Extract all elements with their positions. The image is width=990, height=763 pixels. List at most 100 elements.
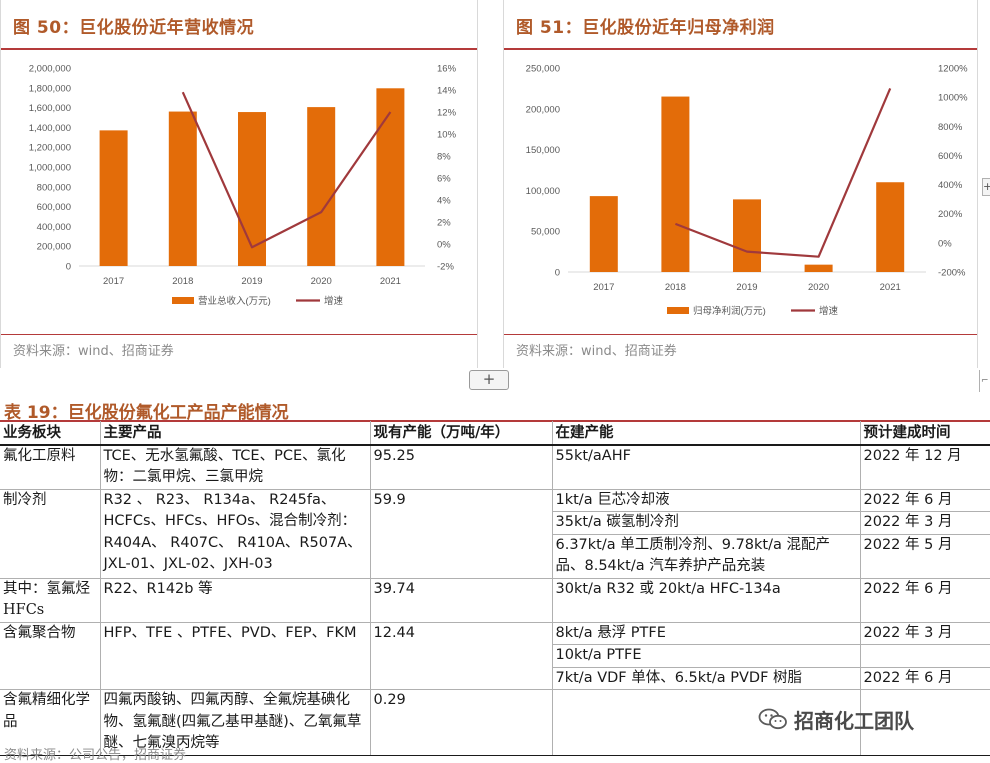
y2-tick-label: 600% xyxy=(938,151,963,162)
y-tick-label: 2,000,000 xyxy=(29,64,71,75)
bar xyxy=(804,264,833,272)
watermark-text: 招商化工团队 xyxy=(794,708,914,733)
side-expand-button[interactable]: + xyxy=(982,178,990,196)
table-row: 氟化工原料 TCE、无水氢氟酸、TCE、PCE、氯化物：二氯甲烷、三氯甲烷 95… xyxy=(0,444,990,490)
figure-50-bottom-rule xyxy=(1,334,477,335)
header-completion: 预计建成时间 xyxy=(859,421,990,446)
x-tick-label: 2017 xyxy=(103,276,124,287)
date-cell: 2022 年 6 月 xyxy=(859,488,990,512)
table-19-source: 资料来源：公司公告，招商证券 xyxy=(4,748,187,763)
x-tick-label: 2019 xyxy=(736,282,757,293)
products-cell: R22、R142b 等 xyxy=(99,577,371,623)
y2-tick-label: 400% xyxy=(938,180,963,191)
figure-51-title: 图 51：巨化股份近年归母净利润 xyxy=(516,18,775,38)
project-cell xyxy=(551,689,861,756)
y2-tick-label: 14% xyxy=(437,86,457,97)
project-cell: 6.37kt/a 单工质制冷剂、9.78kt/a 混配产品、8.54kt/a 汽… xyxy=(552,533,861,579)
project-cell: 8kt/a 悬浮 PTFE xyxy=(551,621,861,645)
figure-50-title: 图 50：巨化股份近年营收情况 xyxy=(13,18,255,38)
capacity-cell: 95.25 xyxy=(369,444,553,490)
y-tick-label: 800,000 xyxy=(37,182,71,193)
y2-tick-label: 1200% xyxy=(938,64,968,75)
figure-50-source: 资料来源：wind、招商证券 xyxy=(13,344,174,359)
y-tick-label: 200,000 xyxy=(37,242,71,253)
y2-tick-label: 0% xyxy=(437,240,451,251)
segment-cell: 含氟精细化学品 xyxy=(0,689,101,756)
figure-50-panel: 图 50：巨化股份近年营收情况 0 200,000 400,000 600,000 80… xyxy=(0,0,478,368)
resize-handle-icon: ⌐ xyxy=(981,376,989,386)
project-cell: 10kt/a PTFE xyxy=(552,644,861,668)
y-tick-label: 1,800,000 xyxy=(29,83,71,94)
capacity-table: 业务板块 主要产品 现有产能（万吨/年） 在建产能 预计建成时间 氟化工原料 T… xyxy=(0,421,990,756)
table-row: 含氟聚合物 HFP、TFE 、PTFE、PVD、FEP、FKM 12.44 8k… xyxy=(0,621,990,690)
y2-tick-label: 16% xyxy=(437,64,457,75)
products-cell: R32 、 R23、 R134a、 R245fa、HCFCs、HFCs、HFOs… xyxy=(99,488,371,579)
y2-tick-label: 6% xyxy=(437,174,451,185)
segment-cell: 氟化工原料 xyxy=(0,444,101,490)
y-tick-label: 400,000 xyxy=(37,222,71,233)
project-cell: 1kt/a 巨芯冷却液 xyxy=(551,488,861,512)
project-cell: 30kt/a R32 或 20kt/a HFC-134a xyxy=(551,577,861,623)
resize-handle[interactable]: ⌐ xyxy=(979,370,990,392)
table-row: 其中：氢氟烃 HFCs R22、R142b 等 39.74 30kt/a R32… xyxy=(0,577,990,623)
revenue-chart: 0 200,000 400,000 600,000 800,000 1,000,000 1,… xyxy=(29,64,457,308)
insert-row-button[interactable]: + xyxy=(469,370,509,390)
bar xyxy=(661,96,690,272)
bar xyxy=(307,107,336,266)
date-cell: 2022 年 6 月 xyxy=(859,577,990,623)
y-tick-label: 600,000 xyxy=(37,202,71,213)
date-cell: 2022 年 6 月 xyxy=(859,666,990,690)
y2-tick-label: 4% xyxy=(437,196,451,207)
y-tick-label: 0 xyxy=(555,268,560,279)
segment-cell: 其中：氢氟烃 HFCs xyxy=(0,577,101,623)
x-tick-label: 2019 xyxy=(241,276,262,287)
capacity-cell: 12.44 xyxy=(369,621,553,690)
legend-label: 营业总收入(万元) xyxy=(198,295,271,307)
net-profit-chart: 0 50,000 100,000 150,000 200,000 250,000 -200%… xyxy=(526,64,968,318)
legend-swatch-bar xyxy=(667,307,689,314)
x-tick-label: 2020 xyxy=(311,276,332,287)
capacity-cell: 39.74 xyxy=(369,577,553,623)
y-tick-label: 1,200,000 xyxy=(29,143,71,154)
figure-50-rule xyxy=(1,48,477,50)
bar xyxy=(589,196,618,272)
growth-line xyxy=(181,91,392,249)
x-tick-label: 2017 xyxy=(593,282,614,293)
x-tick-label: 2018 xyxy=(172,276,193,287)
products-cell: TCE、无水氢氟酸、TCE、PCE、氯化物：二氯甲烷、三氯甲烷 xyxy=(99,444,371,490)
date-cell xyxy=(859,644,990,668)
y-tick-label: 150,000 xyxy=(526,145,560,156)
y-tick-label: 200,000 xyxy=(526,104,560,115)
capacity-cell: 59.9 xyxy=(369,488,553,579)
legend-swatch-bar xyxy=(172,297,194,304)
y2-tick-label: 200% xyxy=(938,209,963,220)
y2-tick-label: 10% xyxy=(437,130,457,141)
bar xyxy=(733,199,761,272)
legend-label: 增速 xyxy=(819,305,839,317)
figure-51-source: 资料来源：wind、招商证券 xyxy=(516,344,677,359)
y-tick-label: 50,000 xyxy=(531,227,560,238)
header-segment: 业务板块 xyxy=(0,421,101,446)
wechat-logo-icon xyxy=(758,708,787,730)
header-capacity: 现有产能（万吨/年） xyxy=(369,421,553,446)
date-cell: 2022 年 3 月 xyxy=(859,511,990,535)
y2-tick-label: 8% xyxy=(437,152,451,163)
bar xyxy=(168,111,197,266)
y2-tick-label: 2% xyxy=(437,218,451,229)
table-row: 6.37kt/a 单工质制冷剂、9.78kt/a 混配产品、8.54kt/a 汽… xyxy=(0,533,990,579)
table-header-row: 业务板块 主要产品 现有产能（万吨/年） 在建产能 预计建成时间 xyxy=(0,421,990,446)
x-tick-label: 2021 xyxy=(380,276,401,287)
date-cell: 2022 年 12 月 xyxy=(859,444,990,490)
figure-51-panel: 图 51：巨化股份近年归母净利润 0 50,000 100,000 150,000 20… xyxy=(503,0,978,368)
project-cell: 55kt/aAHF xyxy=(551,444,861,490)
products-cell: HFP、TFE 、PTFE、PVD、FEP、FKM xyxy=(99,621,371,690)
y2-tick-label: 0% xyxy=(938,238,952,249)
y-tick-label: 0 xyxy=(66,262,71,273)
products-cell: 四氟丙酸钠、四氟丙醇、全氟烷基碘化物、氢氟醚(四氟乙基甲基醚)、乙氧氟草醚、七氟… xyxy=(99,689,371,756)
y2-tick-label: 12% xyxy=(437,108,457,119)
y-tick-label: 100,000 xyxy=(526,186,560,197)
x-tick-label: 2021 xyxy=(880,282,901,293)
segment-cell: 含氟聚合物 xyxy=(0,621,101,690)
figure-51-bottom-rule xyxy=(504,334,977,335)
figure-51-rule xyxy=(504,48,977,50)
